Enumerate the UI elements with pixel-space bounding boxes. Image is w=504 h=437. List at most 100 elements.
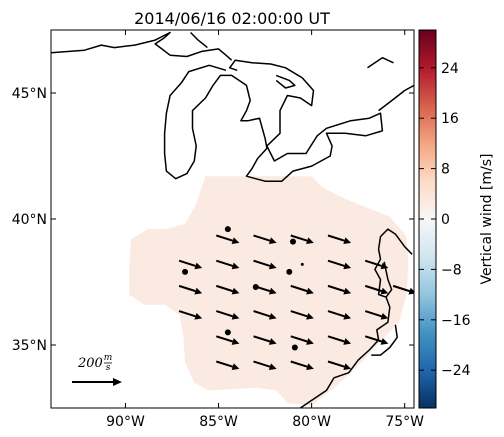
wind-vector-shaft [253,284,271,293]
wind-vector-head [268,237,277,245]
quiver-key-units-numerator: m [104,353,113,363]
wind-vector-head [380,338,389,345]
coastline-1 [190,31,208,49]
coastline-8 [371,324,398,356]
wind-vector-8 [327,259,352,270]
wind-vector-head [268,363,277,371]
station-point-4 [286,268,293,275]
wind-vector-shaft [253,234,271,242]
wind-vector-head [231,237,240,245]
colorbar: 24 16 8 0 −8 −16 −24 Vertical wind [m/s] [418,29,495,409]
wind-vector-head [343,287,352,295]
wind-vector-4 [178,259,203,270]
quiver-key-arrow-head [113,378,122,386]
colorbar-tick-label-5: −16 [441,313,471,329]
wind-vector-head [268,262,277,270]
wind-vector-24 [253,335,277,345]
station-point-2 [182,268,189,275]
wind-vector-6 [253,259,277,270]
wind-vector-shaft [215,335,234,343]
stations-layer [182,226,298,351]
wind-vector-26 [327,335,352,345]
chart-title: 2014/06/16 02:00:00 UT [134,9,330,28]
wind-vector-head [408,287,414,295]
wind-vector-shaft [364,310,382,318]
wind-vector-9 [364,259,389,270]
wind-vector-shaft [364,259,382,267]
wind-vector-11 [215,284,240,295]
coastline-7 [383,261,393,298]
wind-vector-head [194,287,203,295]
wind-vector-head [268,287,277,295]
colorbar-label: Vertical wind [m/s] [479,154,495,285]
wind-vector-12 [253,284,277,295]
wind-vector-5 [215,259,240,270]
colorbar-tick-label-6: −24 [441,363,471,379]
quiver-key: 200 m s [72,353,122,386]
wind-vector-head [231,338,240,345]
wind-vector-31 [327,360,352,371]
wind-vector-shaft [327,310,345,318]
wind-vector-shaft [215,284,234,293]
y-tick-label-1: 40°N [12,212,47,228]
coastline-6 [299,228,413,408]
wind-vector-shaft [215,234,234,242]
colorbar-tick-label-1: 16 [441,111,459,127]
coastline-5 [367,56,394,69]
wind-vectors-layer [178,234,414,371]
wind-vector-shaft [290,234,308,242]
wind-vector-22 [364,310,389,320]
wind-vector-27 [364,335,389,345]
wind-vector-head [268,312,277,320]
colorbar-tick-label-3: 0 [441,212,450,228]
wind-vector-28 [215,360,240,371]
colorbar-tick-label-2: 8 [441,162,450,178]
wind-vector-18 [215,310,240,320]
wind-vector-shaft [392,284,410,293]
wind-vector-head [343,363,352,371]
wind-vector-head [306,338,314,345]
wind-vector-shaft [364,335,382,343]
colorbar-tick-label-0: 24 [441,61,459,77]
colorbar-ticks: 24 16 8 0 −8 −16 −24 [419,61,471,379]
wind-vector-shaft [327,259,345,267]
wind-vector-13 [290,284,314,295]
colorbar-tick-label-4: −8 [441,262,462,278]
wind-vector-shaft [178,284,196,293]
wind-vector-3 [327,234,352,245]
wind-vector-shaft [290,284,308,293]
wind-vector-29 [253,360,277,371]
wind-vector-head [194,262,203,270]
y-axis-ticks: 35°N 40°N 45°N [12,86,414,354]
wind-vector-21 [327,310,352,320]
wind-vector-shaft [290,360,308,368]
wind-vector-head [231,287,240,295]
wind-vector-shaft [327,360,345,368]
wind-vector-head [380,287,389,295]
map-content [51,31,414,408]
wind-vector-shaft [215,259,234,267]
map-panel: 90°W 85°W 80°W 75°W 35°N 40°N 45°N [12,29,424,430]
wind-vector-14 [327,284,352,295]
wind-vector-head [343,237,352,245]
station-point-0 [224,226,231,233]
station-point-1 [290,238,296,245]
quiver-key-units-denominator: s [106,363,111,373]
wind-vector-shaft [253,335,271,343]
wind-vector-shaft [327,234,345,242]
wind-vector-0 [215,234,240,245]
station-point-5 [224,329,231,336]
wind-vector-head [231,312,240,320]
wind-vector-head [306,287,314,295]
wind-vector-shaft [327,284,345,293]
wind-vector-1 [253,234,277,245]
wind-vector-shaft [253,259,271,267]
wind-vector-head [306,237,314,245]
wind-vector-head [268,338,277,345]
wind-vector-2 [290,234,314,245]
coastline-3 [275,74,296,89]
wind-vector-17 [178,310,203,320]
wind-vector-head [343,312,352,320]
wind-vector-10 [178,284,203,295]
